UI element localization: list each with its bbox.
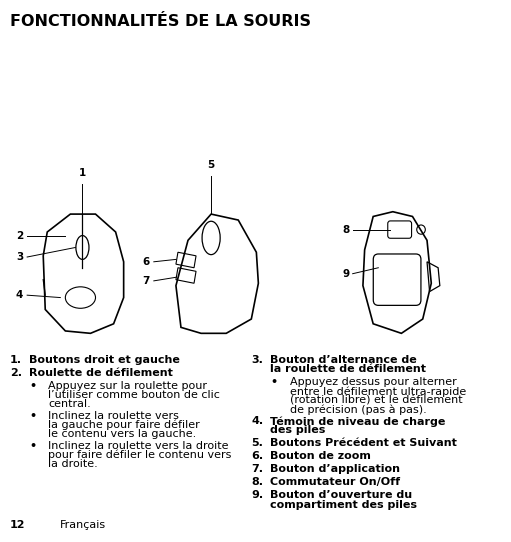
Text: entre le défilement ultra-rapide: entre le défilement ultra-rapide <box>290 386 466 397</box>
Text: •: • <box>29 381 36 391</box>
Text: Bouton d’ouverture du: Bouton d’ouverture du <box>270 491 412 500</box>
Text: 7.: 7. <box>251 464 263 474</box>
Text: 8.: 8. <box>251 478 263 487</box>
Text: pour faire défiler le contenu vers: pour faire défiler le contenu vers <box>48 450 231 460</box>
Text: 5.: 5. <box>251 438 263 448</box>
Text: 6.: 6. <box>251 451 264 461</box>
Text: Appuyez dessus pour alterner: Appuyez dessus pour alterner <box>290 377 456 387</box>
Text: Bouton de zoom: Bouton de zoom <box>270 451 371 461</box>
Text: 9: 9 <box>342 269 349 279</box>
Text: Boutons Précédent et Suivant: Boutons Précédent et Suivant <box>270 438 457 448</box>
Text: compartiment des piles: compartiment des piles <box>270 500 417 509</box>
Text: Appuyez sur la roulette pour: Appuyez sur la roulette pour <box>48 381 207 391</box>
Text: 1.: 1. <box>10 355 22 365</box>
Text: central.: central. <box>48 399 91 409</box>
Text: FONCTIONNALITÉS DE LA SOURIS: FONCTIONNALITÉS DE LA SOURIS <box>10 14 311 29</box>
Text: Inclinez la roulette vers la droite: Inclinez la roulette vers la droite <box>48 441 229 450</box>
Text: 7: 7 <box>143 276 150 286</box>
Text: de précision (pas à pas).: de précision (pas à pas). <box>290 405 426 415</box>
Text: •: • <box>270 377 277 387</box>
Text: (rotation libre) et le défilement: (rotation libre) et le défilement <box>290 396 462 405</box>
Text: 3: 3 <box>16 252 23 262</box>
Text: Français: Français <box>60 520 106 530</box>
Text: 1: 1 <box>79 169 86 178</box>
Text: l’utiliser comme bouton de clic: l’utiliser comme bouton de clic <box>48 390 220 400</box>
Text: 5: 5 <box>207 160 215 170</box>
Text: le contenu vers la gauche.: le contenu vers la gauche. <box>48 429 197 439</box>
Text: 9.: 9. <box>251 491 264 500</box>
Text: Commutateur On/Off: Commutateur On/Off <box>270 478 401 487</box>
Text: la roulette de défilement: la roulette de défilement <box>270 364 427 374</box>
Text: Bouton d’alternance de: Bouton d’alternance de <box>270 355 417 365</box>
Text: des piles: des piles <box>270 425 326 435</box>
Text: 8: 8 <box>342 224 349 235</box>
Text: Boutons droit et gauche: Boutons droit et gauche <box>29 355 180 365</box>
Text: la gauche pour faire défiler: la gauche pour faire défiler <box>48 420 200 430</box>
Text: •: • <box>29 411 36 421</box>
Text: 6: 6 <box>143 257 150 267</box>
Text: 2: 2 <box>16 230 23 241</box>
Text: 4: 4 <box>16 290 23 300</box>
Text: •: • <box>29 441 36 450</box>
Text: 3.: 3. <box>251 355 263 365</box>
Text: 2.: 2. <box>10 368 22 378</box>
Text: Témoin de niveau de charge: Témoin de niveau de charge <box>270 416 446 427</box>
Text: la droite.: la droite. <box>48 459 98 469</box>
Text: Inclinez la roulette vers: Inclinez la roulette vers <box>48 411 179 421</box>
Text: 12: 12 <box>10 520 26 530</box>
Text: Bouton d’application: Bouton d’application <box>270 464 401 474</box>
Text: Roulette de défilement: Roulette de défilement <box>29 368 173 378</box>
Text: 4.: 4. <box>251 416 264 426</box>
